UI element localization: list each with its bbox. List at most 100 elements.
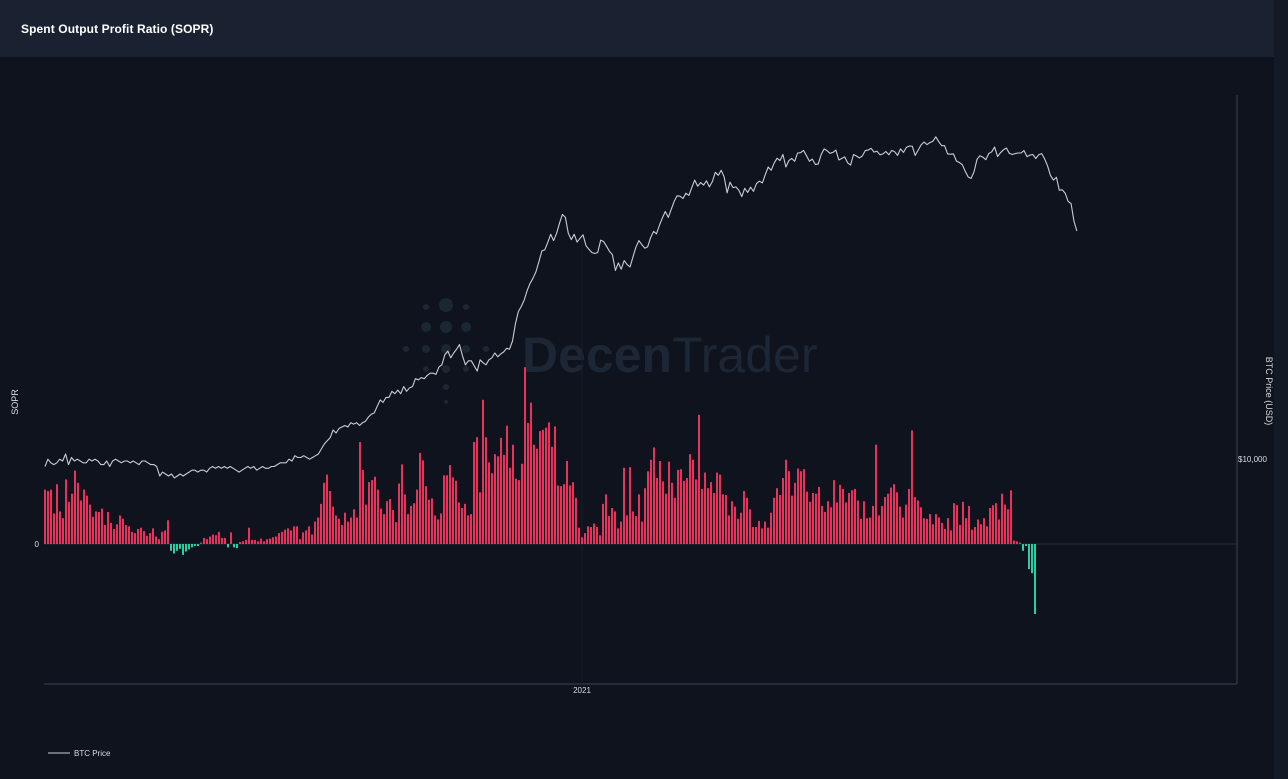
sopr-bar [116,524,118,544]
sopr-bar [785,459,787,544]
sopr-bar [56,484,58,544]
sopr-bar [353,509,355,544]
sopr-bar [191,544,193,548]
sopr-bar [620,521,622,544]
sopr-bar [284,529,286,544]
chart-header: Spent Output Profit Ratio (SOPR) [0,0,1274,57]
sopr-bar [767,527,769,544]
sopr-bar [905,504,907,544]
sopr-bar [707,488,709,544]
sopr-bar [95,511,97,544]
sopr-bar [329,491,331,544]
sopr-bar [731,501,733,544]
sopr-bar [341,525,343,544]
y-axis-label-left: SOPR [10,389,20,415]
x-tick-2021: 2021 [573,686,591,695]
sopr-bar [137,529,139,544]
sopr-bar [497,456,499,544]
watermark-dot [423,366,429,372]
sopr-bar [71,493,73,544]
sopr-bar [1004,504,1006,544]
legend-label-btc-price: BTC Price [74,749,111,758]
sopr-bar [227,544,229,548]
sopr-bar [455,480,457,544]
legend[interactable]: BTC Price [48,749,111,758]
sopr-bar [647,471,649,544]
watermark-dot [463,304,469,310]
sopr-bar [605,494,607,544]
sopr-bar [245,539,247,544]
sopr-bar [371,480,373,544]
sopr-bar [155,536,157,544]
sopr-bar [536,448,538,544]
sopr-bar [761,528,763,544]
sopr-bar [257,541,259,544]
sopr-bar [788,471,790,544]
sopr-bar [800,471,802,544]
sopr-bar [533,444,535,544]
sopr-bar [947,518,949,544]
sopr-bar [629,467,631,544]
sopr-bar [98,512,100,544]
sopr-bar [749,509,751,544]
sopr-bar [851,490,853,544]
sopr-bar [941,522,943,544]
sopr-bar [689,454,691,544]
watermark-dot [444,400,448,404]
sopr-bar [173,544,175,554]
sopr-bar [977,519,979,544]
sopr-bar [83,489,85,544]
sopr-bar [650,459,652,544]
sopr-bar [743,491,745,544]
sopr-bar [416,489,418,544]
watermark-dot [483,346,489,352]
watermark-dot [421,322,431,332]
sopr-bar [602,503,604,544]
sopr-bar [662,481,664,544]
sopr-bar [50,489,52,544]
sopr-bar [515,478,517,544]
sopr-bar [365,504,367,544]
sopr-bar [896,492,898,544]
sopr-bar [275,536,277,544]
sopr-bar [461,508,463,544]
sopr-bar [398,483,400,544]
sopr-bar [665,493,667,544]
sopr-bar [704,472,706,544]
sopr-bar [428,499,430,544]
sopr-bar [1025,544,1027,546]
sopr-bar [524,367,526,544]
sopr-bar [914,497,916,544]
sopr-bar [164,530,166,544]
sopr-bar [314,521,316,544]
sopr-bar [479,492,481,544]
sopr-bar [380,508,382,544]
sopr-bar [158,539,160,544]
sopr-bar [92,516,94,544]
sopr-bar [668,461,670,544]
sopr-bar [728,515,730,544]
watermark-text: DecenTrader [522,327,818,383]
sopr-bar [983,518,985,544]
sopr-bar [926,518,928,544]
sopr-bar [446,475,448,544]
sopr-bar [47,491,49,544]
sopr-bar [377,489,379,544]
sopr-bar [569,485,571,544]
sopr-bar [872,505,874,544]
sopr-bar [812,493,814,544]
watermark-dot [463,366,469,372]
sopr-bar [131,531,133,544]
sopr-bar [521,463,523,544]
sopr-bar [431,498,433,544]
sopr-bar [80,500,82,544]
watermark-dot [439,298,453,312]
sopr-bar [797,468,799,544]
sopr-bar [1031,544,1033,574]
sopr-bar [143,531,145,544]
sopr-bar [77,482,79,544]
sopr-bar [236,544,238,549]
scrollbar-track[interactable] [1274,0,1288,779]
sopr-bar [527,423,529,544]
sopr-bar [794,482,796,544]
